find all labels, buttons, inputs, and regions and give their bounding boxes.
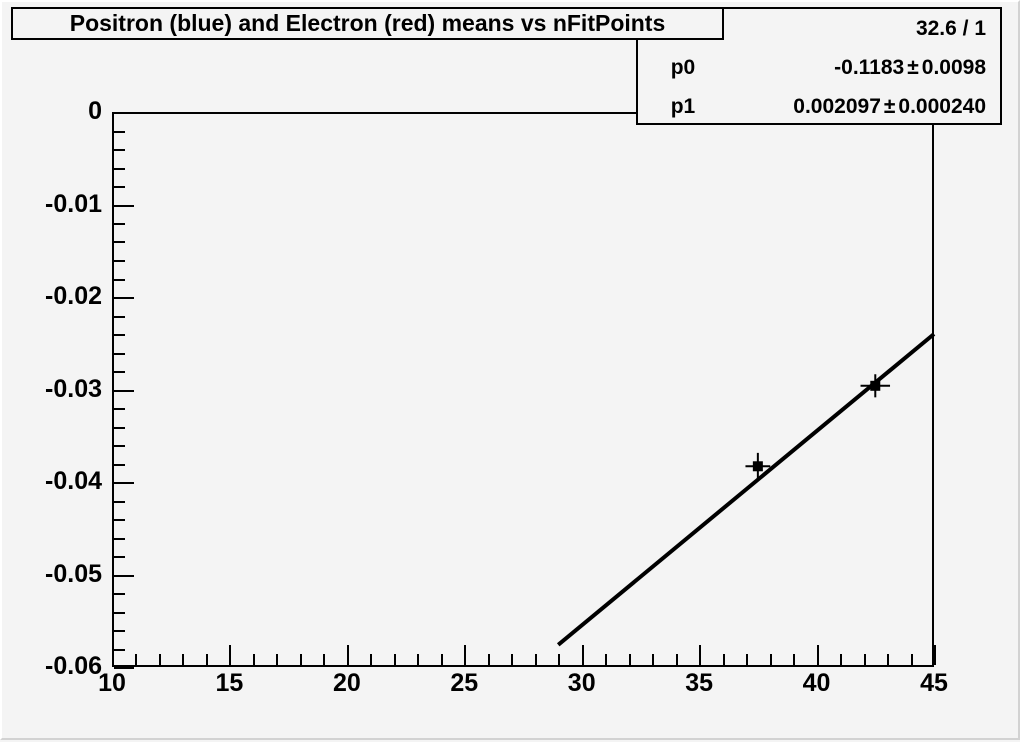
x-minor-tick (605, 654, 607, 665)
x-major-tick (934, 645, 936, 665)
x-minor-tick (793, 654, 795, 665)
x-minor-tick (394, 654, 396, 665)
x-minor-tick (746, 654, 748, 665)
y-minor-tick (114, 445, 125, 447)
x-major-tick (347, 645, 349, 665)
x-major-tick (817, 645, 819, 665)
x-minor-tick (770, 654, 772, 665)
stats-row-p0-name: p0 (670, 55, 696, 79)
y-major-tick (114, 390, 134, 392)
y-major-tick (114, 667, 134, 669)
stats-row-p0-value: -0.1183 ±0.0098 (728, 56, 1000, 80)
x-minor-tick (652, 654, 654, 665)
x-minor-tick (370, 654, 372, 665)
y-minor-tick (114, 334, 125, 336)
x-minor-tick (276, 654, 278, 665)
y-minor-tick (114, 630, 125, 632)
plus-minus-icon: ± (907, 55, 919, 79)
y-minor-tick (114, 260, 125, 262)
x-minor-tick (535, 654, 537, 665)
x-minor-tick (511, 654, 513, 665)
y-minor-tick (114, 279, 125, 281)
y-minor-tick (114, 168, 125, 170)
x-minor-tick (840, 654, 842, 665)
y-minor-tick (114, 316, 125, 318)
stats-row-p1-name: p1 (670, 94, 696, 118)
stats-row-p1-value: 0.002097 ±0.000240 (728, 95, 1000, 119)
y-axis-tick-label: -0.04 (45, 467, 102, 495)
x-major-tick (464, 645, 466, 665)
y-minor-tick (114, 427, 125, 429)
x-minor-tick (441, 654, 443, 665)
y-axis-tick-label: -0.02 (45, 282, 102, 310)
x-major-tick (229, 645, 231, 665)
x-minor-tick (558, 654, 560, 665)
y-major-tick (114, 482, 134, 484)
y-major-tick (114, 112, 134, 114)
x-axis-tick-label: 30 (567, 669, 596, 697)
y-major-tick (114, 297, 134, 299)
y-axis-tick-label: 0 (88, 97, 102, 125)
plus-minus-icon: ± (883, 94, 896, 118)
x-minor-tick (159, 654, 161, 665)
y-minor-tick (114, 241, 125, 243)
x-minor-tick (206, 654, 208, 665)
y-major-tick (114, 575, 134, 577)
y-minor-tick (114, 501, 125, 503)
y-minor-tick (114, 538, 125, 540)
y-minor-tick (114, 556, 125, 558)
y-minor-tick (114, 408, 125, 410)
y-axis-tick-label: -0.01 (45, 189, 102, 218)
x-major-tick (112, 645, 114, 665)
y-minor-tick (114, 612, 125, 614)
y-minor-tick (114, 353, 125, 355)
y-major-tick (114, 205, 134, 207)
y-minor-tick (114, 131, 125, 133)
x-minor-tick (182, 654, 184, 665)
y-minor-tick (114, 519, 125, 521)
x-axis-tick-label: 15 (215, 669, 244, 697)
page-title: Positron (blue) and Electron (red) means… (69, 10, 666, 36)
p1-error: 0.000240 (898, 94, 986, 118)
y-minor-tick (114, 593, 125, 595)
y-axis-tick-label: -0.05 (45, 559, 102, 588)
y-minor-tick (114, 464, 125, 466)
x-minor-tick (300, 654, 302, 665)
x-minor-tick (629, 654, 631, 665)
x-minor-tick (911, 654, 913, 665)
x-minor-tick (676, 654, 678, 665)
x-minor-tick (417, 654, 419, 665)
x-major-tick (699, 645, 701, 665)
x-axis-tick-label: 45 (920, 669, 948, 697)
y-minor-tick (114, 223, 125, 225)
x-minor-tick (323, 654, 325, 665)
x-minor-tick (723, 654, 725, 665)
x-axis-tick-label: 10 (98, 669, 126, 697)
y-minor-tick (114, 649, 125, 651)
x-minor-tick (488, 654, 490, 665)
x-minor-tick (135, 654, 137, 665)
y-minor-tick (114, 149, 125, 151)
y-axis-tick-label: -0.03 (45, 374, 102, 403)
y-axis-tick-label: -0.06 (45, 652, 102, 680)
p0-value: -0.1183 (834, 55, 905, 79)
x-minor-tick (253, 654, 255, 665)
plot-frame (112, 112, 934, 667)
x-minor-tick (887, 654, 889, 665)
y-minor-tick (114, 371, 125, 373)
stats-row-p1: p1 0.002097 ±0.000240 (638, 87, 1000, 126)
plot-title-box[interactable]: Positron (blue) and Electron (red) means… (11, 7, 724, 40)
p0-error: 0.0098 (921, 55, 986, 79)
x-axis-tick-label: 20 (332, 669, 361, 697)
stats-row-p0: p0 -0.1183 ±0.0098 (638, 48, 1000, 87)
x-major-tick (582, 645, 584, 665)
x-axis-tick-label: 40 (802, 669, 831, 697)
stats-row-chi2-value: 32.6 / 1 (915, 16, 986, 40)
x-axis-tick-label: 35 (685, 669, 714, 697)
x-minor-tick (864, 654, 866, 665)
x-axis-tick-label: 25 (450, 669, 479, 697)
y-minor-tick (114, 186, 125, 188)
p1-value: 0.002097 (793, 94, 881, 118)
